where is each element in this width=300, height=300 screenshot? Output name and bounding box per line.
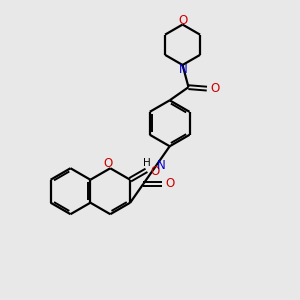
Text: N: N bbox=[179, 64, 188, 76]
Text: O: O bbox=[178, 14, 187, 27]
Text: O: O bbox=[166, 177, 175, 190]
Text: N: N bbox=[157, 159, 166, 172]
Text: O: O bbox=[150, 165, 160, 178]
Text: O: O bbox=[211, 82, 220, 95]
Text: O: O bbox=[103, 157, 112, 170]
Text: H: H bbox=[143, 158, 151, 168]
